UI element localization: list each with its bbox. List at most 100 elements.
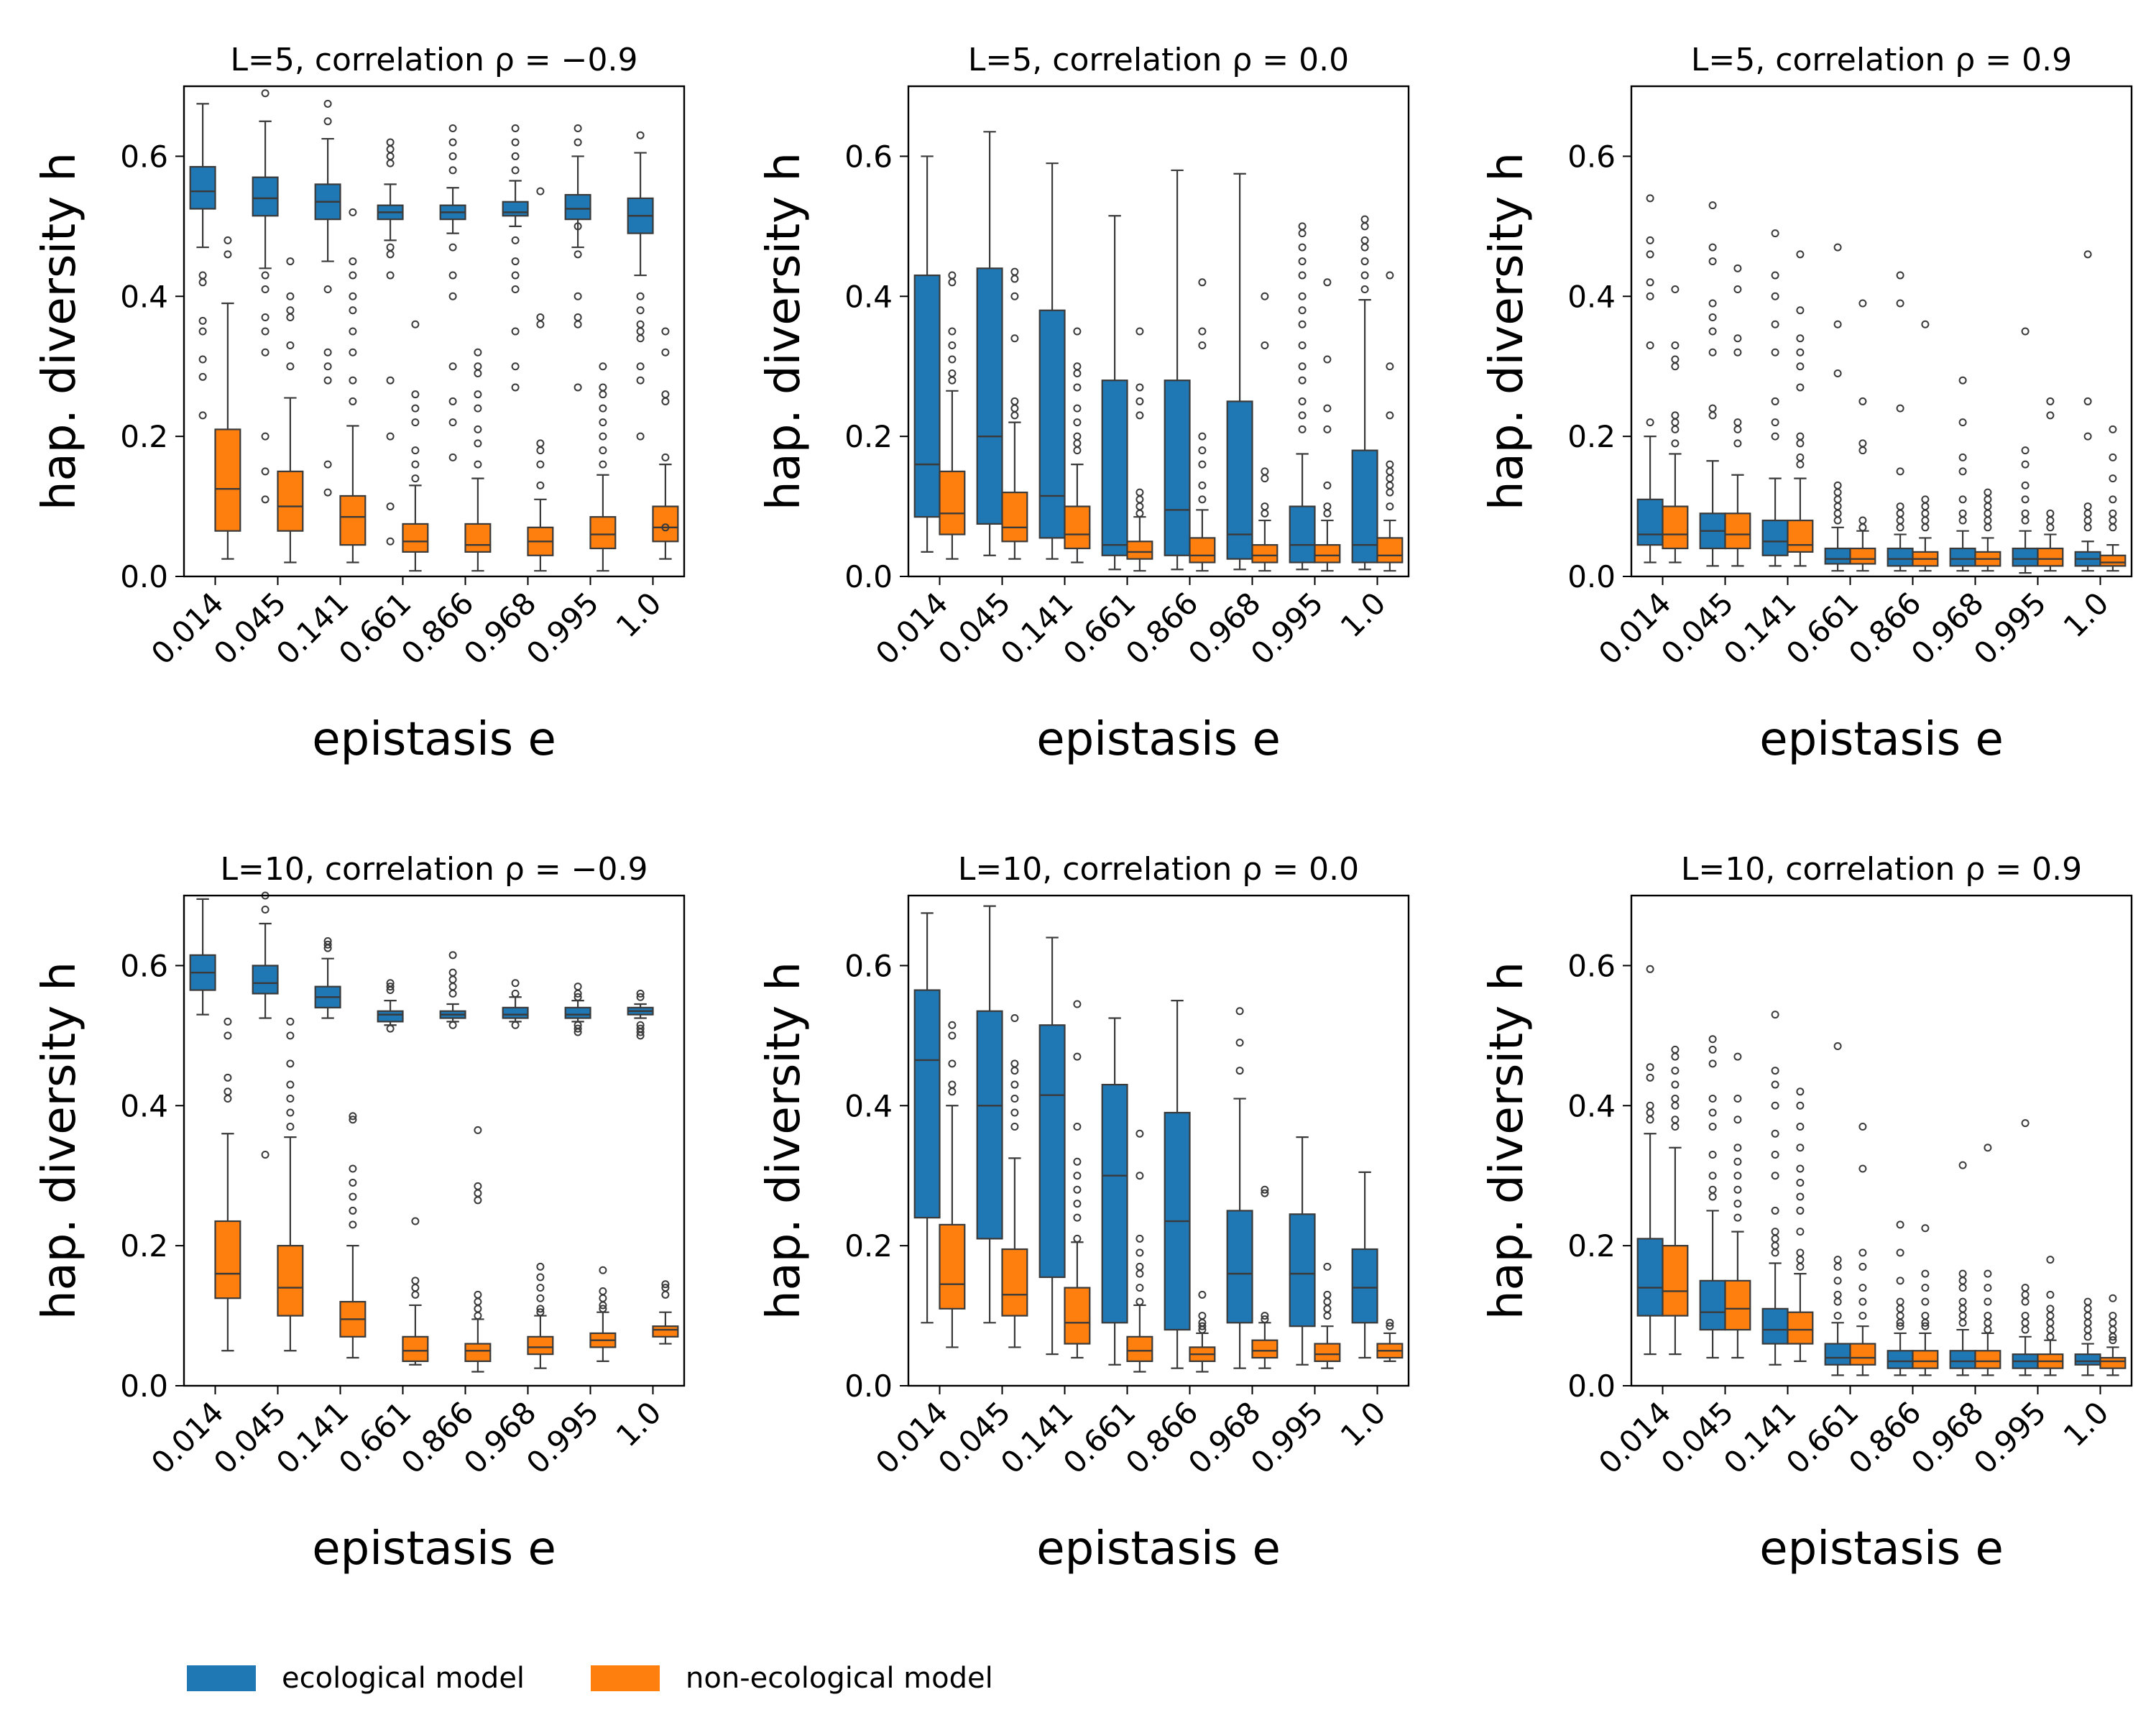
flier-point <box>1796 1101 1805 1110</box>
box-non-ecological-0.995 <box>589 362 617 572</box>
y-tick-label: 0.2 <box>120 419 168 454</box>
flier-point <box>286 362 295 371</box>
flier-point <box>349 271 357 280</box>
flier-point <box>1708 299 1717 308</box>
flier-point <box>599 383 607 392</box>
chart-title: L=5, correlation ρ = 0.9 <box>1691 42 2072 78</box>
flier-point <box>1073 439 1082 448</box>
flier-point <box>1984 1284 1992 1292</box>
flier-point <box>1921 1318 1930 1327</box>
flier-point <box>948 327 957 336</box>
flier-point <box>1708 1123 1717 1131</box>
box-body <box>1101 1083 1128 1324</box>
flier-point <box>536 460 545 469</box>
flier-point <box>1360 271 1369 280</box>
box-ecological-0.968 <box>1949 1161 1976 1376</box>
flier-point <box>2046 523 2055 532</box>
flier-point <box>1010 1059 1019 1068</box>
flier-point <box>2046 509 2055 518</box>
box-ecological-0.045 <box>976 905 1003 1324</box>
flier-point <box>261 271 270 280</box>
flier-point <box>1921 1284 1930 1292</box>
y-tick-label: 0.2 <box>844 1228 893 1264</box>
flier-point <box>198 271 207 280</box>
box-ecological-1.0 <box>627 131 654 441</box>
flier-point <box>1073 446 1082 455</box>
flier-point <box>1896 467 1904 476</box>
box-non-ecological-0.014 <box>939 271 966 560</box>
flier-point <box>2021 1297 2030 1306</box>
flier-point <box>386 159 395 167</box>
flier-point <box>661 327 670 336</box>
flier-point <box>386 537 395 546</box>
box-non-ecological-0.995 <box>2037 397 2064 572</box>
flier-point <box>349 1220 357 1229</box>
flier-point <box>1958 509 1967 518</box>
flier-point <box>573 989 582 998</box>
flier-point <box>386 145 395 154</box>
flier-point <box>1261 1312 1269 1320</box>
flier-point <box>1733 1116 1742 1124</box>
y-axis-label: hap. diversity h <box>1480 962 1534 1320</box>
flier-point <box>636 989 645 998</box>
flier-point <box>1323 355 1332 364</box>
flier-point <box>2021 460 2030 469</box>
box-body <box>502 201 529 217</box>
box-non-ecological-0.866 <box>464 1126 492 1373</box>
flier-point <box>1298 229 1307 238</box>
flier-point <box>1323 1297 1332 1306</box>
flier-point <box>1984 523 1992 532</box>
flier-point <box>1323 404 1332 413</box>
flier-point <box>2021 327 2030 336</box>
x-tick-label: 0.995 <box>1244 585 1330 671</box>
y-tick-label: 0.6 <box>844 139 893 174</box>
flier-point <box>636 306 645 315</box>
flier-point <box>1771 1206 1779 1215</box>
flier-point <box>1671 1080 1680 1089</box>
flier-point <box>1958 1305 1967 1313</box>
flier-point <box>1298 362 1307 371</box>
box-ecological-0.866 <box>1886 1220 1914 1376</box>
flier-point <box>1671 1123 1680 1131</box>
flier-point <box>1386 502 1394 511</box>
flier-point <box>661 1280 670 1289</box>
box-body <box>1038 1024 1066 1279</box>
flier-point <box>1386 460 1394 469</box>
flier-point <box>2046 1325 2055 1334</box>
flier-point <box>1796 383 1805 392</box>
box-body <box>1849 1343 1876 1366</box>
box-body <box>1126 540 1153 560</box>
flier-point <box>1858 1164 1867 1173</box>
flier-point <box>948 271 957 280</box>
flier-point <box>1671 1067 1680 1075</box>
flier-point <box>1984 1318 1992 1327</box>
flier-point <box>323 488 332 497</box>
box-non-ecological-0.866 <box>1912 320 1939 572</box>
y-tick-label: 0.4 <box>844 279 893 314</box>
y-tick-label: 0.0 <box>1567 1368 1616 1404</box>
x-tick-label: 0.995 <box>520 585 606 671</box>
box-ecological-0.045 <box>1699 201 1726 567</box>
flier-point <box>1896 1305 1904 1313</box>
flier-point <box>286 257 295 266</box>
flier-point <box>1984 516 1992 525</box>
flier-point <box>2109 516 2117 525</box>
flier-point <box>386 986 395 995</box>
flier-point <box>323 460 332 469</box>
flier-point <box>1771 432 1779 441</box>
x-tick-label: 0.968 <box>457 1394 543 1481</box>
flier-point <box>198 411 207 420</box>
flier-point <box>474 460 482 469</box>
flier-point <box>573 250 582 259</box>
box-non-ecological-1.0 <box>1376 1318 1404 1363</box>
box-non-ecological-0.045 <box>1001 267 1028 560</box>
flier-point <box>448 397 457 405</box>
y-tick-label: 0.4 <box>120 1088 168 1123</box>
x-tick-label: 0.866 <box>1842 585 1928 671</box>
flier-point <box>1671 1045 1680 1054</box>
box-non-ecological-0.661 <box>402 1217 429 1366</box>
flier-point <box>1135 502 1144 511</box>
flier-point <box>1921 516 1930 525</box>
flier-point <box>1198 432 1207 441</box>
box-non-ecological-1.0 <box>2099 425 2127 572</box>
